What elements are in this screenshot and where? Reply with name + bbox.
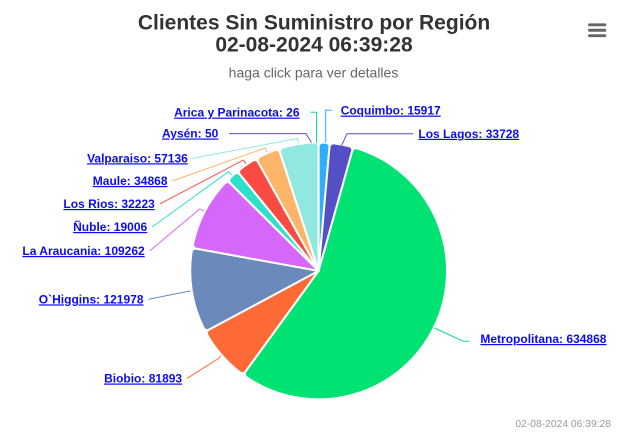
svg-text:Biobio: 81893: Biobio: 81893 [104,372,182,386]
svg-text:Los Lagos: 33728: Los Lagos: 33728 [418,127,519,141]
svg-text:02-08-2024 06:39:28: 02-08-2024 06:39:28 [215,33,413,56]
svg-text:Los Rios: 32223: Los Rios: 32223 [63,197,155,211]
svg-text:haga click para ver detalles: haga click para ver detalles [229,65,399,81]
svg-text:02-08-2024 06:39:28: 02-08-2024 06:39:28 [515,419,611,430]
svg-text:Valparaiso: 57136: Valparaiso: 57136 [87,151,188,165]
svg-text:La Araucania: 109262: La Araucania: 109262 [22,244,145,258]
svg-text:Aysén: 50: Aysén: 50 [162,127,219,141]
svg-text:Ñuble: 19006: Ñuble: 19006 [73,219,147,234]
svg-text:Arica y Parinacota: 26: Arica y Parinacota: 26 [174,106,300,120]
svg-text:Coquimbo: 15917: Coquimbo: 15917 [341,104,441,118]
svg-text:Maule: 34868: Maule: 34868 [93,174,168,188]
svg-text:Clientes Sin Suministro por Re: Clientes Sin Suministro por Región [138,12,490,35]
svg-text:O`Higgins: 121978: O`Higgins: 121978 [39,292,144,306]
svg-text:Metropolitana: 634868: Metropolitana: 634868 [480,332,606,346]
